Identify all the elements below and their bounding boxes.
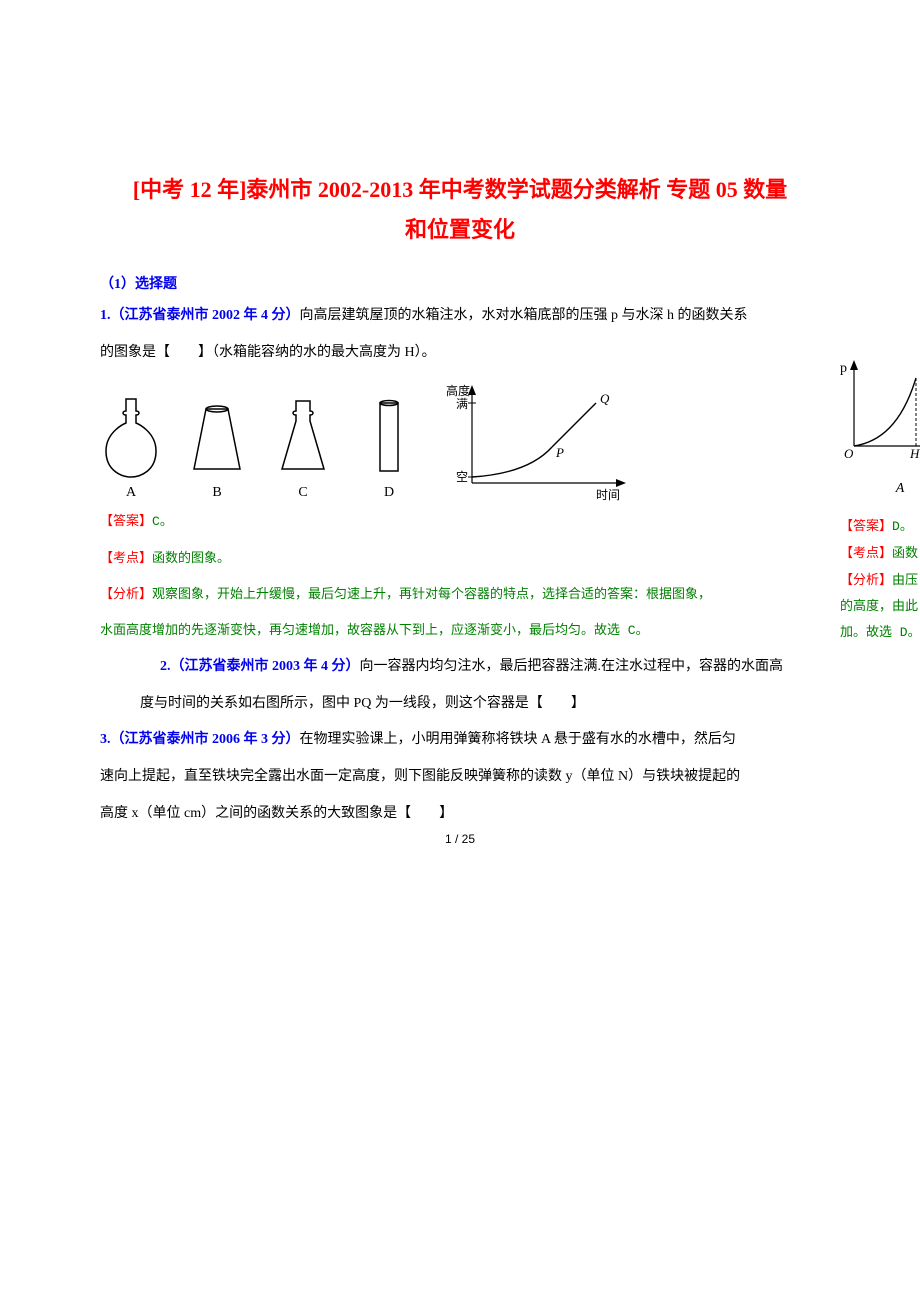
svg-text:p: p (840, 361, 847, 376)
right-kaodian: 【考点】函数 (840, 540, 920, 567)
q2-text1: 向一容器内均匀注水，最后把容器注满.在注水过程中，容器的水面高 (360, 659, 784, 674)
vessel-a-col: A (100, 397, 162, 501)
vessel-d-col: D (358, 397, 420, 501)
q1-para: 1.（江苏省泰州市 2002 年 4 分）向高层建筑屋顶的水箱注水，水对水箱底部… (100, 301, 820, 332)
right-answer-label: 【答案】 (840, 518, 892, 533)
q3-text1: 在物理实验课上，小明用弹簧称将铁块 A 悬于盛有水的水槽中，然后匀 (300, 732, 736, 747)
q1-lead: 1.（江苏省泰州市 2002 年 4 分） (100, 308, 300, 323)
q1-chart-icon: 高度 满 空 时间 Q P (444, 381, 634, 501)
svg-text:H: H (909, 446, 920, 460)
svg-text:Q: Q (600, 391, 610, 406)
q2-lead: 2.（江苏省泰州市 2003 年 4 分） (160, 659, 360, 674)
q3-text2: 速向上提起，直至铁块完全露出水面一定高度，则下图能反映弹簧称的读数 y（单位 N… (100, 762, 820, 793)
right-answer: 【答案】D。 (840, 513, 920, 540)
right-kaodian-label: 【考点】 (840, 545, 892, 560)
vessel-d-icon (358, 397, 420, 479)
page-footer: 1 / 25 (0, 832, 920, 846)
right-line2: 加。故选 D。 (840, 620, 920, 646)
svg-text:满: 满 (456, 397, 468, 411)
right-fenxi: 【分析】由压 (840, 567, 920, 594)
q1-answer-label: 【答案】 (100, 513, 152, 528)
right-line1: 的高度，由此 (840, 594, 920, 620)
q1-fenxi-text1: 观察图象，开始上升缓慢，最后匀速上升，再针对每个容器的特点，选择合适的答案：根据… (152, 587, 711, 602)
q1-kaodian-text: 函数的图象。 (152, 551, 230, 566)
q1-answer-text: C。 (152, 514, 173, 529)
q1-fenxi-text2: 水面高度增加的先逐渐变快，再匀速增加，故容器从下到上，应逐渐变小，最后均匀。故选… (100, 617, 820, 646)
q1-text2: 的图象是【 】（水箱能容纳的水的最大高度为 H）。 (100, 338, 820, 369)
q1-kaodian-label: 【考点】 (100, 550, 152, 565)
vessel-b-icon (186, 397, 248, 479)
q1-fenxi: 【分析】观察图象，开始上升缓慢，最后匀速上升，再针对每个容器的特点，选择合适的答… (100, 580, 820, 611)
right-fenxi-label: 【分析】 (840, 572, 892, 587)
svg-text:高度: 高度 (446, 383, 470, 398)
p-chart-icon: p O H (840, 360, 920, 460)
page: [中考 12 年]泰州市 2002-2013 年中考数学试题分类解析 专题 05… (0, 0, 920, 876)
right-strip: p O H A 【答案】D。 【考点】函数 【分析】由压 的高度，由此 加。故选… (840, 360, 920, 646)
section-header: （1）选择题 (100, 273, 820, 293)
vessel-a-label: A (126, 485, 136, 501)
vessel-c-label: C (298, 485, 307, 501)
title-line-2: 和位置变化 (100, 210, 820, 250)
svg-text:O: O (844, 446, 854, 460)
right-answer-text: D。 (892, 519, 913, 534)
svg-text:空: 空 (456, 470, 468, 484)
svg-text:P: P (555, 445, 564, 460)
q1-kaodian: 【考点】函数的图象。 (100, 544, 820, 575)
vessel-b-col: B (186, 397, 248, 501)
vessel-d-label: D (384, 485, 394, 501)
q1-text1: 向高层建筑屋顶的水箱注水，水对水箱底部的压强 p 与水深 h 的函数关系 (300, 308, 748, 323)
q2-para: 2.（江苏省泰州市 2003 年 4 分）向一容器内均匀注水，最后把容器注满.在… (160, 652, 820, 683)
title-line-1: [中考 12 年]泰州市 2002-2013 年中考数学试题分类解析 专题 05… (100, 170, 820, 210)
vessel-c-col: C (272, 397, 334, 501)
q2-text2: 度与时间的关系如右图所示，图中 PQ 为一线段，则这个容器是【 】 (140, 689, 820, 720)
q1-fenxi-label: 【分析】 (100, 586, 152, 601)
q3-lead: 3.（江苏省泰州市 2006 年 3 分） (100, 732, 300, 747)
q1-answer: 【答案】C。 (100, 507, 820, 538)
right-kaodian-text: 函数 (892, 546, 918, 561)
title-block: [中考 12 年]泰州市 2002-2013 年中考数学试题分类解析 专题 05… (100, 170, 820, 249)
vessel-a-icon (100, 397, 162, 479)
vessel-b-label: B (212, 485, 221, 501)
q3-text3: 高度 x（单位 cm）之间的函数关系的大致图象是【 】 (100, 799, 820, 830)
q3-para: 3.（江苏省泰州市 2006 年 3 分）在物理实验课上，小明用弹簧称将铁块 A… (100, 725, 820, 756)
q1-figure-row: A B C D (100, 381, 820, 501)
vessel-c-icon (272, 397, 334, 479)
svg-text:时间: 时间 (596, 488, 620, 501)
right-fenxi-text: 由压 (892, 573, 918, 588)
p-chart-A-label: A (840, 475, 920, 503)
